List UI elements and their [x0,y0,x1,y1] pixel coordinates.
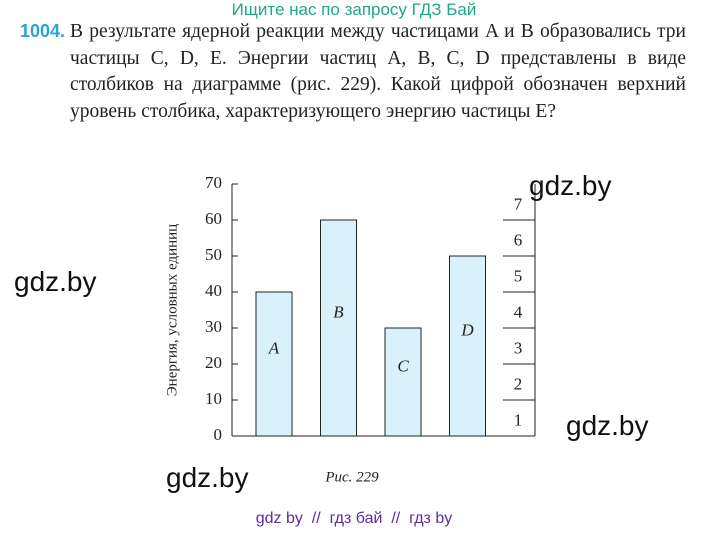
watermark: gdz.by [566,410,649,441]
bar [320,219,357,437]
bar [449,255,486,437]
footer: gdz by // гдз бай // гдз by [255,510,453,527]
y-tick-label: 40 [205,281,222,300]
problem-number: 1004. [20,21,66,41]
level-label: 6 [514,231,523,250]
y-tick-label: 0 [214,425,223,444]
y-tick-label: 30 [205,317,222,336]
y-tick-label: 70 [205,173,222,192]
level-label: 4 [514,303,523,322]
level-label: 3 [514,339,523,358]
y-tick-label: 10 [205,389,222,408]
bar-label: D [460,321,474,340]
watermark: gdz.by [529,170,612,201]
bar-label: C [397,357,409,376]
y-axis-label: Энергия, условных единиц [164,224,180,396]
figure-caption: Рис. 229 [324,469,379,485]
bar-label: B [333,303,344,322]
y-tick-label: 50 [205,245,222,264]
watermark: gdz.by [166,462,249,493]
bar [384,327,422,437]
level-label: 1 [514,411,523,430]
level-label: 7 [514,195,523,214]
problem-text: В результате ядерной реакции между части… [70,21,686,122]
bar-label: A [268,339,280,358]
banner: Ищите нас по запросу ГДЗ Бай [231,0,477,19]
y-tick-label: 20 [205,353,222,372]
bar [255,291,293,437]
y-tick-label: 60 [205,209,222,228]
level-label: 2 [514,375,523,394]
watermark: gdz.by [14,266,97,297]
level-label: 5 [514,267,523,286]
